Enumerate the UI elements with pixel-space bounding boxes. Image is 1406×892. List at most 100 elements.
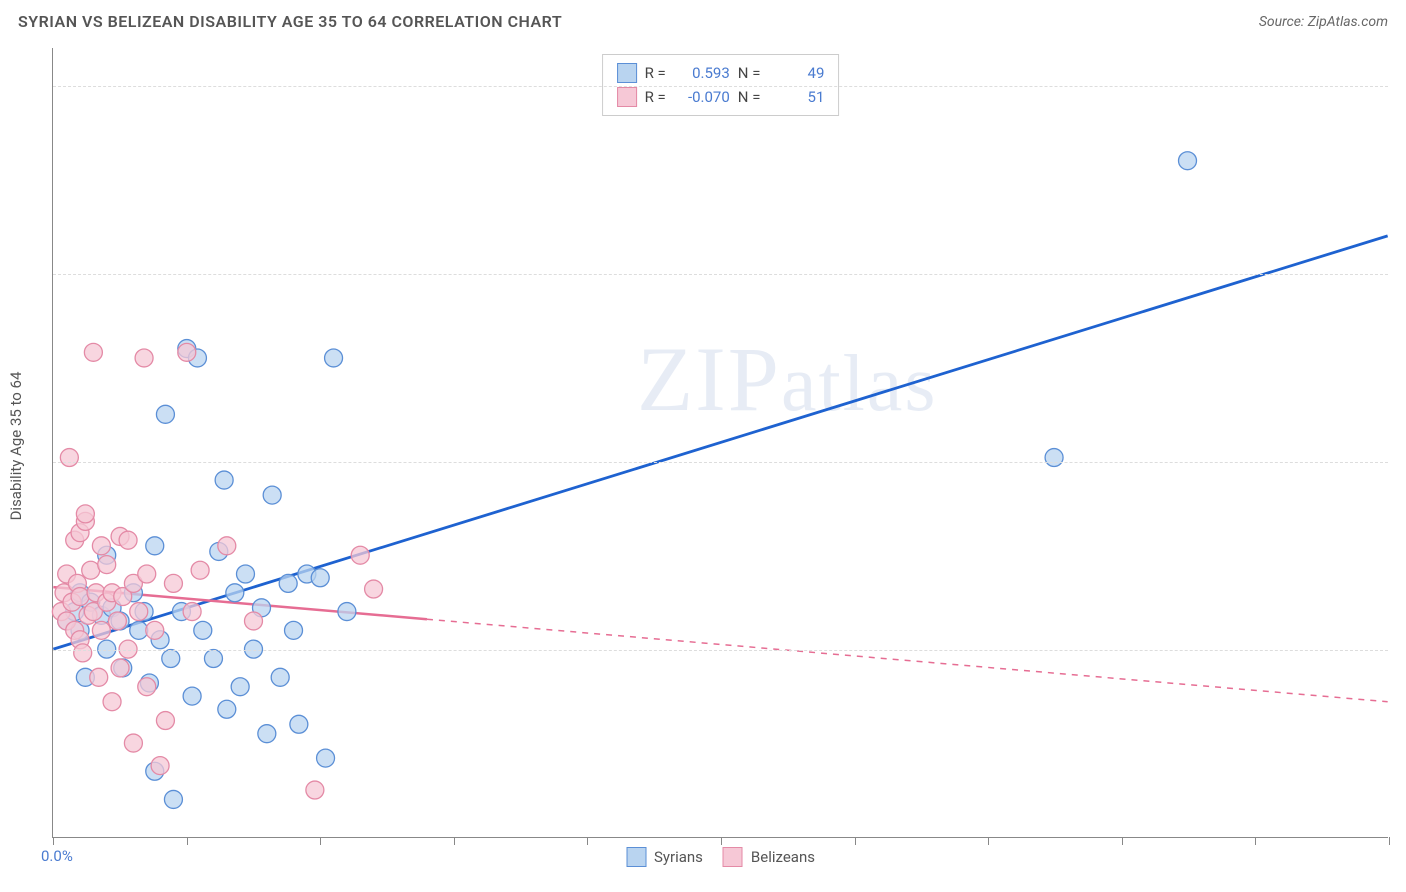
scatter-point xyxy=(317,749,335,767)
scatter-point xyxy=(204,650,222,668)
legend-swatch xyxy=(723,847,743,867)
series-legend: Syrians Belizeans xyxy=(626,847,815,867)
scatter-point xyxy=(146,537,164,555)
x-tick xyxy=(1122,837,1123,845)
scatter-point xyxy=(76,505,94,523)
scatter-point xyxy=(311,569,329,587)
correlation-legend-row: R = 0.593 N = 49 xyxy=(617,61,825,85)
scatter-point xyxy=(92,621,110,639)
scatter-point xyxy=(82,561,100,579)
scatter-point xyxy=(1179,152,1197,170)
scatter-point xyxy=(285,621,303,639)
x-tick xyxy=(454,837,455,845)
scatter-point xyxy=(263,486,281,504)
scatter-point xyxy=(215,471,233,489)
scatter-point xyxy=(338,603,356,621)
series-legend-item: Belizeans xyxy=(723,847,815,867)
gridline-h xyxy=(53,462,1388,463)
scatter-point xyxy=(325,349,343,367)
x-tick xyxy=(587,837,588,845)
scatter-point xyxy=(194,621,212,639)
correlation-legend-row: R =-0.070N =51 xyxy=(617,85,825,109)
scatter-point xyxy=(130,603,148,621)
scatter-point xyxy=(271,668,289,686)
n-label: N = xyxy=(738,85,761,109)
scatter-point xyxy=(164,790,182,808)
trend-line-dashed xyxy=(427,619,1388,702)
x-tick xyxy=(988,837,989,845)
scatter-point xyxy=(124,734,142,752)
n-value: 51 xyxy=(768,85,824,109)
scatter-point xyxy=(183,687,201,705)
scatter-point xyxy=(119,531,137,549)
scatter-point xyxy=(103,693,121,711)
scatter-point xyxy=(365,580,383,598)
x-tick xyxy=(53,837,54,845)
scatter-point xyxy=(164,574,182,592)
legend-swatch xyxy=(617,63,637,83)
scatter-svg xyxy=(53,48,1388,837)
scatter-point xyxy=(231,678,249,696)
scatter-point xyxy=(111,659,129,677)
scatter-point xyxy=(226,584,244,602)
x-tick xyxy=(855,837,856,845)
legend-swatch xyxy=(626,847,646,867)
y-tick-label: 20.0% xyxy=(1396,453,1406,471)
scatter-point xyxy=(84,343,102,361)
x-tick xyxy=(1389,837,1390,845)
y-tick-label: 30.0% xyxy=(1396,265,1406,283)
r-label: R = xyxy=(645,85,666,109)
scatter-point xyxy=(351,546,369,564)
scatter-point xyxy=(218,537,236,555)
scatter-point xyxy=(162,650,180,668)
scatter-point xyxy=(306,781,324,799)
scatter-point xyxy=(138,678,156,696)
scatter-point xyxy=(178,343,196,361)
chart-title: SYRIAN VS BELIZEAN DISABILITY AGE 35 TO … xyxy=(18,12,562,31)
gridline-h xyxy=(53,86,1388,87)
y-axis-title: Disability Age 35 to 64 xyxy=(7,372,25,521)
scatter-point xyxy=(156,712,174,730)
n-value: 49 xyxy=(768,61,824,85)
scatter-point xyxy=(90,668,108,686)
scatter-point xyxy=(92,537,110,555)
scatter-point xyxy=(1045,449,1063,467)
scatter-point xyxy=(156,405,174,423)
x-tick xyxy=(320,837,321,845)
scatter-point xyxy=(290,715,308,733)
trend-line-solid xyxy=(53,236,1387,649)
gridline-h xyxy=(53,650,1388,651)
x-tick xyxy=(1255,837,1256,845)
scatter-point xyxy=(74,644,92,662)
legend-swatch xyxy=(617,87,637,107)
scatter-point xyxy=(151,757,169,775)
chart-plot-area: ZIPatlas R =0.593N =49R =-0.070N =51 Syr… xyxy=(52,48,1388,838)
scatter-point xyxy=(183,603,201,621)
scatter-point xyxy=(130,621,148,639)
n-label: N = xyxy=(738,61,761,85)
gridline-h xyxy=(53,274,1388,275)
scatter-point xyxy=(236,565,254,583)
scatter-point xyxy=(258,725,276,743)
source-attribution: Source: ZipAtlas.com xyxy=(1259,14,1388,30)
x-axis-min-label: 0.0% xyxy=(41,847,73,865)
scatter-point xyxy=(245,612,263,630)
scatter-point xyxy=(60,449,78,467)
scatter-point xyxy=(98,556,116,574)
y-tick-label: 10.0% xyxy=(1396,641,1406,659)
y-tick-label: 40.0% xyxy=(1396,77,1406,95)
series-legend-label: Syrians xyxy=(654,848,703,866)
scatter-point xyxy=(218,700,236,718)
scatter-point xyxy=(191,561,209,579)
x-tick xyxy=(721,837,722,845)
scatter-point xyxy=(138,565,156,583)
scatter-point xyxy=(146,621,164,639)
scatter-point xyxy=(279,574,297,592)
series-legend-item: Syrians xyxy=(626,847,703,867)
series-legend-label: Belizeans xyxy=(751,848,815,866)
x-tick xyxy=(187,837,188,845)
r-value: 0.593 xyxy=(674,61,730,85)
scatter-point xyxy=(71,588,89,606)
r-label: R = xyxy=(645,61,666,85)
scatter-point xyxy=(135,349,153,367)
